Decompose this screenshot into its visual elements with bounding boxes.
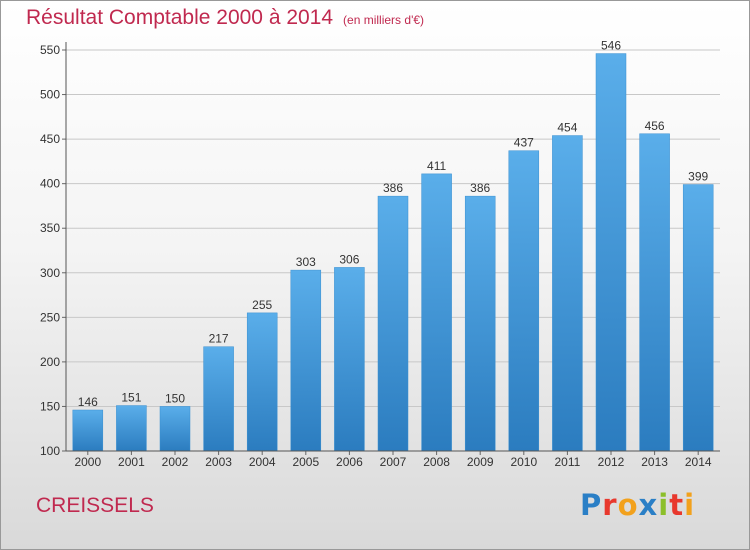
bar-2008 (421, 173, 452, 452)
value-label-2007: 386 (383, 181, 403, 195)
x-tick-label-2012: 2012 (598, 455, 625, 469)
value-label-2011: 454 (557, 121, 577, 135)
logo-letter: o (617, 488, 639, 522)
value-label-2000: 146 (78, 395, 98, 409)
x-tick-label-2013: 2013 (641, 455, 668, 469)
value-label-2006: 306 (339, 252, 359, 266)
bar-2005 (290, 269, 322, 452)
value-label-2012: 546 (601, 39, 621, 53)
y-tick-label: 550 (40, 43, 60, 57)
bar-2010 (508, 150, 540, 452)
x-tick-label-2007: 2007 (380, 455, 407, 469)
value-label-2014: 399 (688, 170, 708, 184)
y-tick-label: 350 (40, 221, 60, 235)
x-tick-label-2009: 2009 (467, 455, 494, 469)
bar-2009 (464, 195, 496, 452)
x-tick-label-2004: 2004 (249, 455, 276, 469)
x-tick-label-2014: 2014 (685, 455, 712, 469)
proxiti-logo: Proxiti (580, 488, 695, 522)
y-tick-label: 500 (40, 88, 60, 102)
chart-title: Résultat Comptable 2000 à 2014 (en millie… (26, 6, 424, 30)
chart-subtitle: (en milliers d'€) (343, 13, 425, 27)
y-tick-label: 200 (40, 355, 60, 369)
value-label-2013: 456 (645, 119, 665, 133)
x-tick-label-2008: 2008 (423, 455, 450, 469)
logo-letter: P (580, 488, 603, 522)
bar-2003 (203, 346, 234, 452)
value-label-2004: 255 (252, 298, 272, 312)
bar-2002 (159, 406, 191, 452)
x-tick-label-2001: 2001 (118, 455, 145, 469)
bar-2007 (377, 195, 409, 452)
value-label-2005: 303 (296, 255, 316, 269)
logo-letter: x (638, 488, 659, 522)
y-tick-label: 150 (40, 399, 60, 413)
logo-letter: i (658, 488, 670, 522)
y-tick-label: 250 (40, 310, 60, 324)
value-label-2010: 437 (514, 136, 534, 150)
y-tick-label: 400 (40, 177, 60, 191)
x-tick-label-2011: 2011 (554, 455, 580, 469)
place-name: CREISSELS (36, 494, 154, 517)
y-tick-label: 300 (40, 266, 60, 280)
bar-2014 (682, 184, 714, 452)
value-label-2009: 386 (470, 181, 490, 195)
y-axis-ticks: 100 150 200 250 300 350 400 450 500 550 (40, 43, 66, 458)
bar-2000 (72, 409, 104, 452)
bar-2006 (334, 267, 365, 452)
bars: 146 151 150 217 255 303 306 386 411 386 437 454 546 4… (72, 39, 714, 452)
x-axis-ticks: 2000 2001 2002 2003 2004 2005 2006 2007 2008 2009… (74, 451, 712, 469)
bar-2001 (116, 405, 147, 452)
x-tick-label-2010: 2010 (510, 455, 537, 469)
logo-letter: i (684, 488, 696, 522)
bar-2011 (552, 135, 583, 452)
y-tick-label: 100 (40, 444, 60, 458)
value-label-2003: 217 (209, 332, 229, 346)
x-tick-label-2003: 2003 (205, 455, 232, 469)
logo-letter: t (669, 488, 685, 522)
value-label-2008: 411 (427, 159, 446, 173)
bar-2012 (595, 53, 627, 452)
chart-title-text: Résultat Comptable 2000 à 2014 (26, 6, 334, 29)
x-tick-label-2000: 2000 (74, 455, 101, 469)
logo-letter: r (602, 488, 618, 522)
bar-2004 (246, 312, 278, 452)
y-tick-label: 450 (40, 132, 60, 146)
axes (65, 42, 720, 452)
x-tick-label-2006: 2006 (336, 455, 363, 469)
x-tick-label-2002: 2002 (162, 455, 189, 469)
x-tick-label-2005: 2005 (292, 455, 319, 469)
value-label-2002: 150 (165, 391, 185, 405)
value-label-2001: 151 (121, 391, 141, 405)
bar-2013 (639, 133, 670, 452)
